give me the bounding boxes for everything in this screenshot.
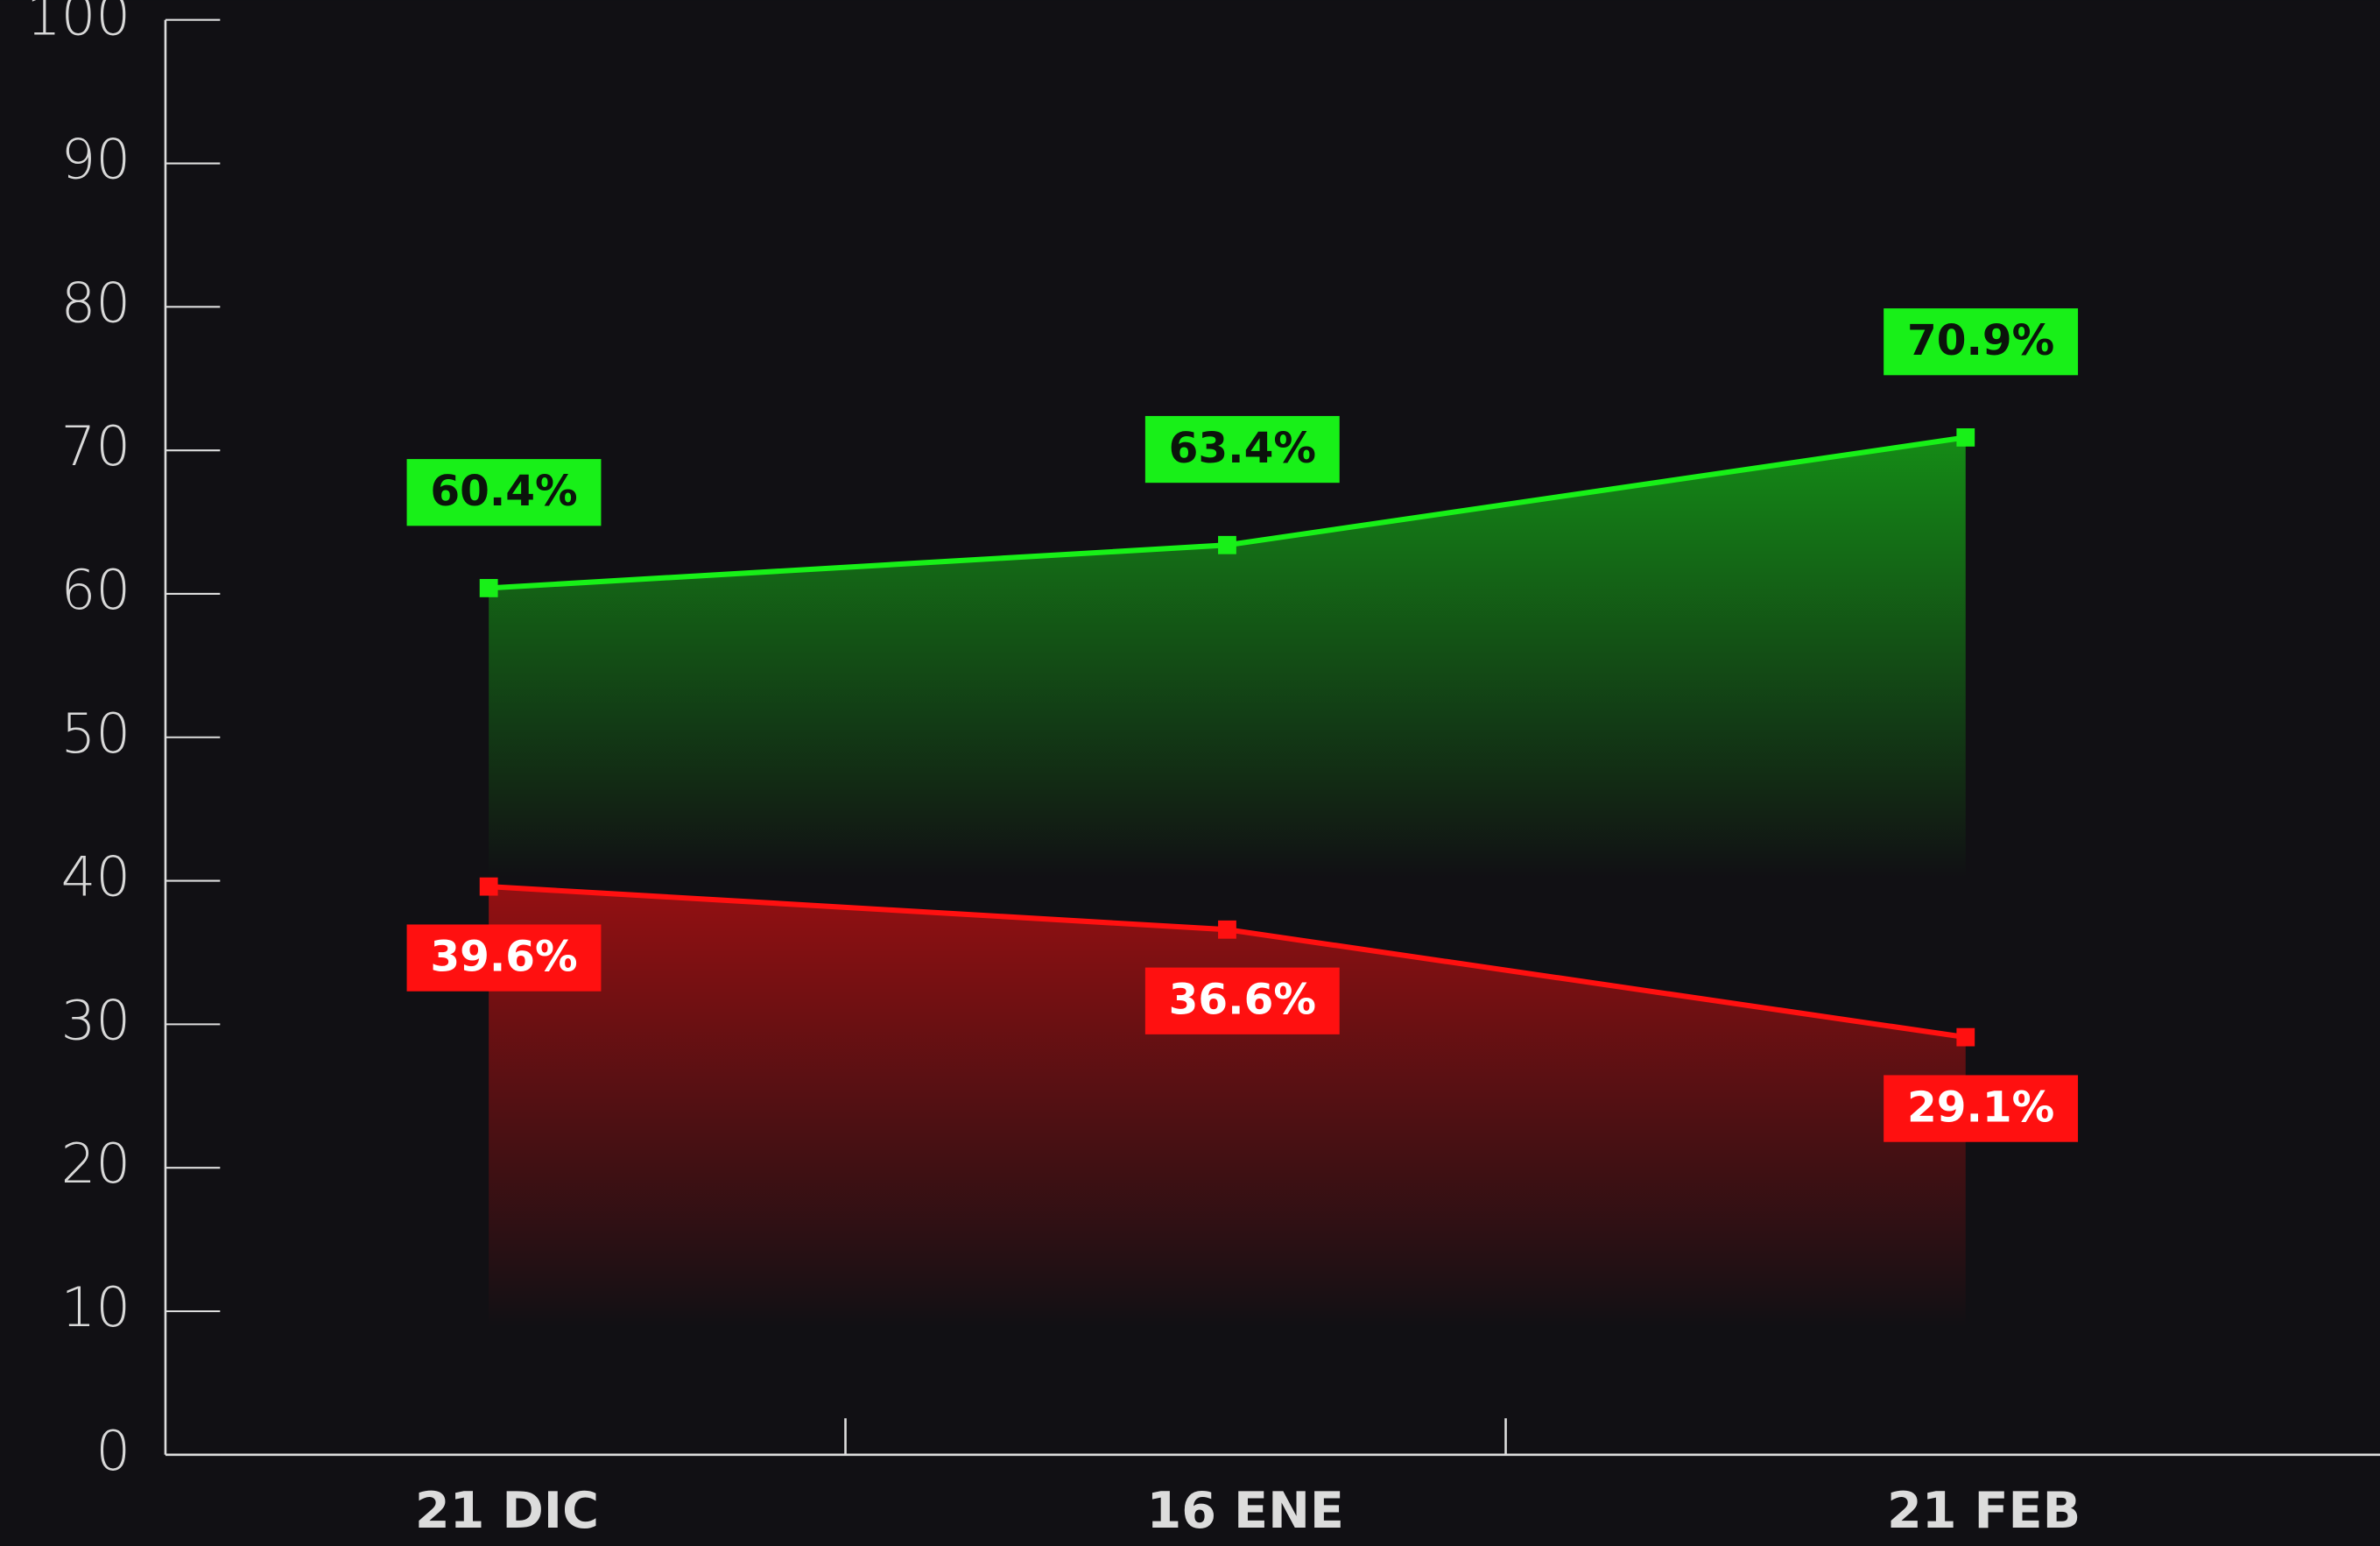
y-tick-label: 30	[61, 988, 130, 1052]
x-tick-label: 21 FEB	[1887, 1482, 2081, 1540]
y-tick-label: 10	[61, 1275, 130, 1339]
value-label-box	[1144, 967, 1340, 1034]
y-tick-label: 20	[61, 1132, 130, 1196]
y-tick-label: 100	[26, 0, 130, 48]
y-tick-label: 0	[95, 1419, 130, 1483]
x-tick-label: 16 ENE	[1147, 1482, 1344, 1540]
value-label-box	[406, 459, 602, 526]
point	[1218, 535, 1236, 554]
value-label-box	[1884, 308, 2079, 376]
point	[1956, 428, 1975, 447]
point	[479, 877, 498, 896]
x-tick-label: 21 DIC	[415, 1482, 599, 1540]
y-tick-label: 60	[61, 558, 130, 622]
value-label: 39.6%	[430, 932, 577, 981]
value-label-box	[406, 924, 602, 992]
value-label: 63.4%	[1169, 424, 1316, 473]
value-label: 36.6%	[1169, 975, 1316, 1024]
y-tick-label: 90	[61, 128, 130, 192]
value-label-box	[1144, 415, 1340, 484]
y-tick-label: 40	[61, 845, 130, 909]
point	[1956, 1027, 1975, 1047]
point	[479, 579, 498, 597]
y-tick-label: 80	[61, 271, 130, 335]
value-label: 29.1%	[1907, 1083, 2054, 1132]
point	[1218, 920, 1236, 939]
y-tick-label: 70	[61, 414, 130, 478]
area	[489, 886, 1966, 1455]
value-label: 70.9%	[1907, 316, 2054, 365]
value-label: 60.4%	[430, 467, 577, 516]
y-tick-label: 50	[61, 702, 130, 766]
value-label-box	[1884, 1075, 2079, 1142]
